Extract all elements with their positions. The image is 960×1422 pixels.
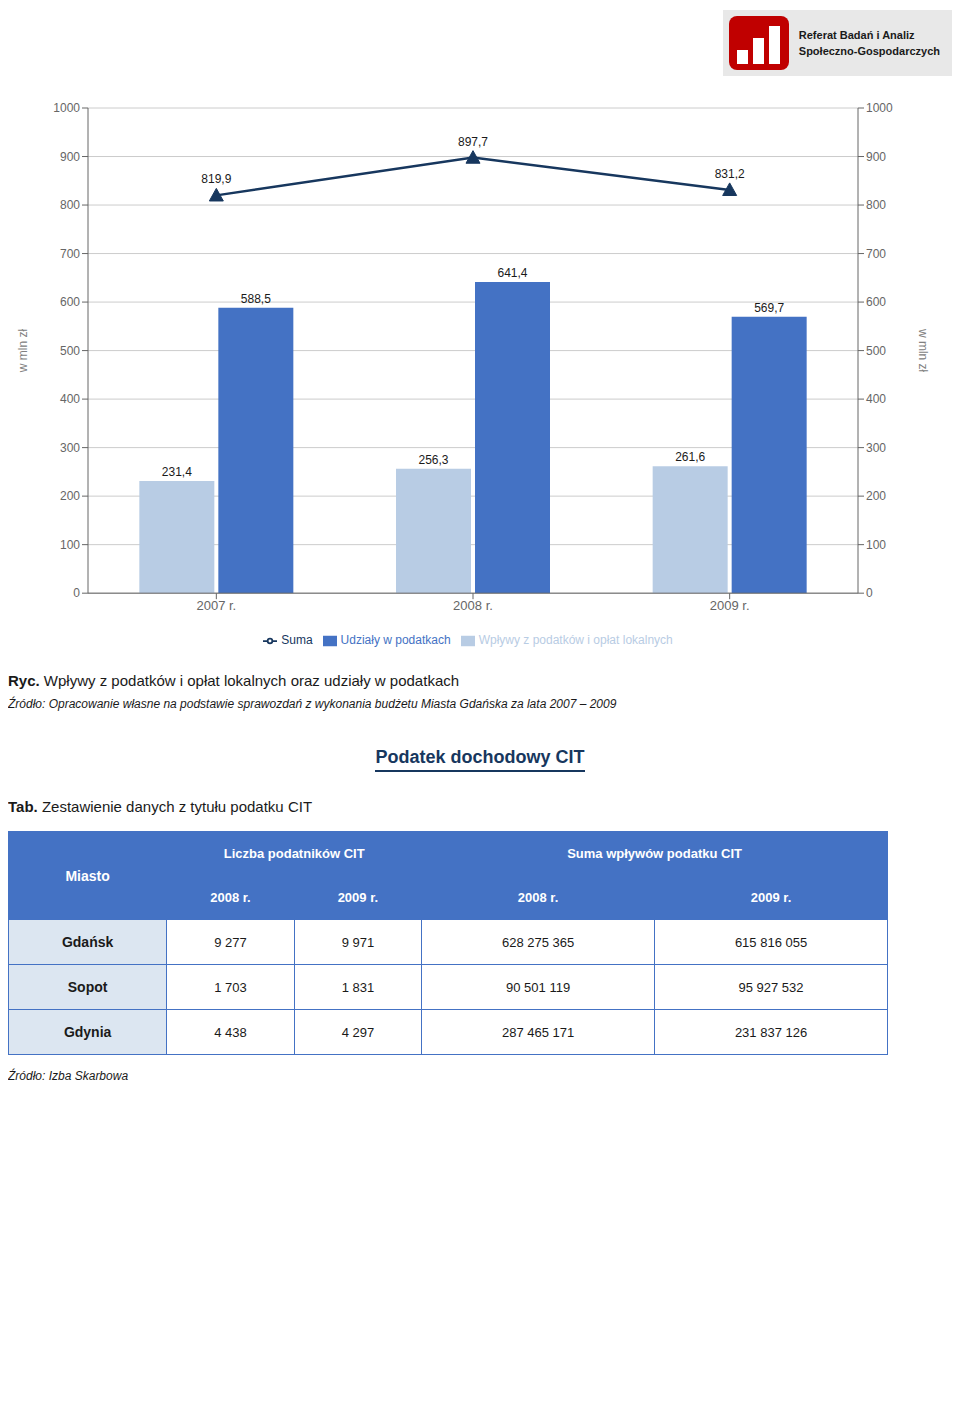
svg-text:588,5: 588,5 xyxy=(241,292,271,306)
svg-text:2008 r.: 2008 r. xyxy=(453,598,493,613)
svg-text:300: 300 xyxy=(60,441,80,455)
html-text:Suma wpływów podatku CIT: Suma wpływów podatku CIT xyxy=(567,846,742,861)
svg-text:800: 800 xyxy=(60,198,80,212)
html-text:9 971: 9 971 xyxy=(341,934,375,950)
svg-text:800: 800 xyxy=(866,198,886,212)
html-text:Wpływy z podatków i opłat loka: Wpływy z podatków i opłat lokalnych xyxy=(478,633,673,648)
svg-text:100: 100 xyxy=(60,538,80,552)
html-text:1 831: 1 831 xyxy=(341,979,375,995)
html-text:231 837 126: 231 837 126 xyxy=(734,1024,808,1040)
svg-text:256,3: 256,3 xyxy=(418,453,448,467)
svg-text:900: 900 xyxy=(60,150,80,164)
svg-text:w mln zł: w mln zł xyxy=(16,329,30,374)
svg-text:400: 400 xyxy=(866,392,886,406)
svg-text:569,7: 569,7 xyxy=(754,301,784,315)
html-text:Ryc. Wpływy z podatków i opłat: Ryc. Wpływy z podatków i opłat lokalnych… xyxy=(8,672,460,689)
svg-text:819,9: 819,9 xyxy=(201,172,231,186)
html-text:4 297: 4 297 xyxy=(341,1024,375,1040)
svg-text:1000: 1000 xyxy=(53,101,80,115)
html-text:4 438: 4 438 xyxy=(214,1024,247,1040)
html-text:628 275 365: 628 275 365 xyxy=(501,934,575,950)
svg-text:600: 600 xyxy=(866,295,886,309)
svg-text:900: 900 xyxy=(866,150,886,164)
html-text:Tab. Zestawienie danych z tytu: Tab. Zestawienie danych z tytułu podatku… xyxy=(8,798,312,815)
html-text:9 277: 9 277 xyxy=(214,934,247,950)
html-text:Miasto: Miasto xyxy=(65,867,110,884)
svg-text:2009 r.: 2009 r. xyxy=(710,598,750,613)
html-text:Sopot: Sopot xyxy=(67,979,108,995)
html-text:2009 r.: 2009 r. xyxy=(750,890,792,905)
svg-text:1000: 1000 xyxy=(866,101,893,115)
svg-text:2007 r.: 2007 r. xyxy=(196,598,236,613)
svg-text:w mln zł: w mln zł xyxy=(916,328,930,373)
html-text:90 501 119: 90 501 119 xyxy=(506,979,571,995)
svg-text:400: 400 xyxy=(60,392,80,406)
html-text:Udziały w podatkach: Udziały w podatkach xyxy=(340,633,451,648)
html-text:2009 r.: 2009 r. xyxy=(337,890,379,905)
svg-text:261,6: 261,6 xyxy=(675,450,705,464)
html-text:95 927 532: 95 927 532 xyxy=(738,979,804,995)
html-text:Gdynia: Gdynia xyxy=(63,1024,112,1040)
html-text:2008 r.: 2008 r. xyxy=(517,890,559,905)
html-text:1 703: 1 703 xyxy=(214,979,247,995)
html-text:Suma: Suma xyxy=(281,633,313,648)
html-text:Społeczno-Gospodarczych: Społeczno-Gospodarczych xyxy=(798,45,940,57)
svg-text:231,4: 231,4 xyxy=(162,465,192,479)
svg-text:897,7: 897,7 xyxy=(458,135,488,149)
html-text:287 465 171: 287 465 171 xyxy=(501,1024,575,1040)
html-text:Podatek dochodowy CIT: Podatek dochodowy CIT xyxy=(375,747,585,767)
html-text:2008 r.: 2008 r. xyxy=(210,890,251,905)
svg-text:500: 500 xyxy=(60,344,80,358)
svg-text:200: 200 xyxy=(60,489,80,503)
html-text:Gdańsk: Gdańsk xyxy=(61,934,114,950)
svg-text:0: 0 xyxy=(866,586,873,600)
svg-text:700: 700 xyxy=(60,247,80,261)
svg-text:200: 200 xyxy=(866,489,886,503)
svg-text:600: 600 xyxy=(60,295,80,309)
svg-text:700: 700 xyxy=(866,247,886,261)
svg-text:831,2: 831,2 xyxy=(715,167,745,181)
html-text:Źródło: Opracowanie własne na: Źródło: Opracowanie własne na podstawie … xyxy=(8,697,617,711)
html-text:Źródło: Izba Skarbowa: Źródło: Izba Skarbowa xyxy=(8,1069,129,1083)
svg-text:641,4: 641,4 xyxy=(497,266,527,280)
svg-text:0: 0 xyxy=(73,586,80,600)
html-text:Liczba podatników CIT: Liczba podatników CIT xyxy=(223,846,365,861)
svg-text:100: 100 xyxy=(866,538,886,552)
svg-text:500: 500 xyxy=(866,344,886,358)
html-text:Referat Badań i Analiz: Referat Badań i Analiz xyxy=(798,29,915,41)
svg-text:300: 300 xyxy=(866,441,886,455)
html-text:615 816 055: 615 816 055 xyxy=(734,934,808,950)
